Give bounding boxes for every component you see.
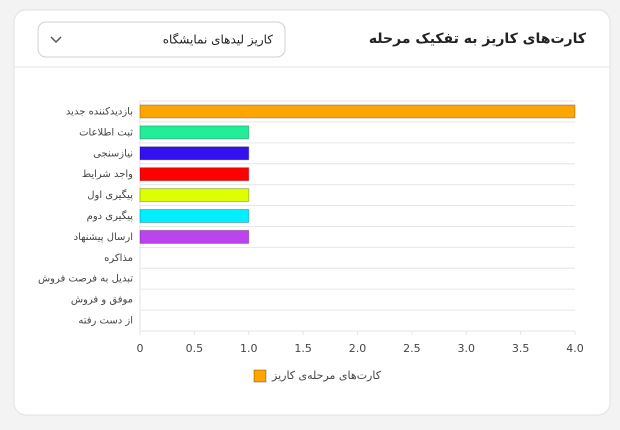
y-tick-label: پیگیری دوم	[87, 210, 134, 222]
y-tick-label: پیگیری اول	[87, 189, 133, 201]
x-tick-label: 3.5	[512, 342, 530, 355]
x-tick-label: 2.0	[349, 342, 367, 355]
y-tick-label: ثبت اطلاعات	[79, 127, 133, 138]
bar	[139, 146, 250, 161]
bar	[139, 188, 250, 203]
x-tick-label: 2.5	[403, 342, 421, 355]
y-tick-label: ارسال پیشنهاد	[74, 232, 133, 243]
y-tick-label: بازدیدکننده جدید	[66, 106, 133, 117]
y-tick-label: نیازسنجی	[93, 148, 133, 159]
x-tick-label: 1.5	[294, 342, 312, 355]
dropdown-label[interactable]: کاریز لیدهای نمایشگاه	[163, 33, 274, 48]
bar	[139, 167, 250, 182]
dropdown[interactable]	[37, 21, 286, 58]
dropdown-chevron[interactable]	[50, 36, 62, 44]
x-tick-label: 0	[137, 342, 144, 355]
card-title: کارت‌های کاریز به تفکیک مرحله	[369, 31, 587, 47]
y-tick-label: از دست رفته	[78, 316, 133, 327]
bar	[139, 229, 250, 244]
y-tick-label: موفق و فروش	[71, 295, 133, 306]
y-tick-label: مذاکره	[104, 253, 133, 264]
x-tick-label: 4.0	[566, 342, 584, 355]
legend-swatch	[253, 369, 267, 383]
x-tick-label: 3.0	[458, 342, 476, 355]
y-tick-label: تبدیل به فرصت فروش	[38, 274, 133, 285]
x-tick-label: 0.5	[186, 342, 204, 355]
bar	[139, 209, 250, 223]
legend-label: کارت‌های مرحله‌ی کاریز	[271, 369, 382, 382]
bar	[139, 125, 250, 140]
bar	[139, 104, 576, 119]
y-tick-label: واجد شرایط	[82, 169, 133, 180]
x-tick-label: 1.0	[240, 342, 258, 355]
